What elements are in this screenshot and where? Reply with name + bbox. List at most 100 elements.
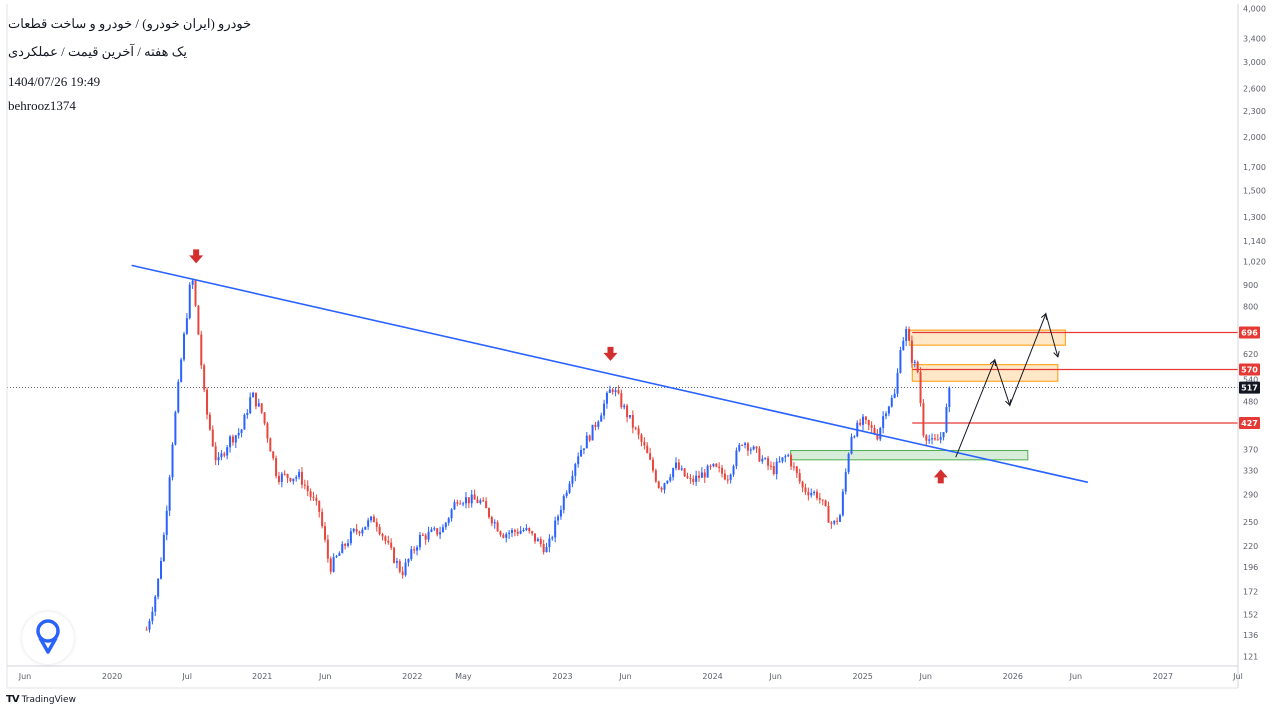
candle-body — [298, 471, 301, 478]
candle-body — [470, 494, 473, 504]
candle-body — [928, 439, 931, 441]
candle-body — [536, 538, 539, 542]
x-axis-ticks[interactable]: Jun 2020 Jul 2021 Jun 2022 May 2023 Jun 2024 Jun 20… — [18, 672, 1243, 681]
candle-body — [841, 491, 844, 516]
candle-body — [459, 503, 462, 505]
resistance-zone — [911, 364, 1059, 382]
candle-body — [810, 493, 813, 496]
x-tick-label: Jun — [918, 672, 932, 681]
candle-body — [280, 473, 283, 482]
candle-body — [165, 510, 168, 535]
candle-body — [815, 491, 818, 499]
candle-body — [887, 406, 890, 414]
candle-body — [441, 527, 444, 533]
trendline[interactable] — [131, 264, 1089, 484]
y-tick-label: 3,400 — [1243, 35, 1266, 44]
x-tick-label: May — [455, 672, 472, 681]
candle-body — [899, 350, 902, 373]
candlesticks — [145, 278, 951, 633]
arrow-down-icon — [603, 346, 618, 361]
candle-body — [275, 458, 278, 477]
last-price-tag — [1239, 381, 1260, 394]
candle-body — [464, 497, 467, 504]
candle-body — [718, 466, 721, 468]
candle-body — [467, 497, 470, 504]
y-tick-label: 152 — [1243, 610, 1258, 619]
pin-icon — [36, 619, 60, 654]
candle-body — [559, 509, 562, 517]
y-tick-label: 1,140 — [1243, 237, 1266, 246]
candle-body — [335, 555, 338, 557]
candle-body — [395, 561, 398, 563]
candle-body — [185, 318, 188, 334]
candle-body — [741, 444, 744, 446]
zones — [790, 329, 1066, 461]
candle-body — [418, 534, 421, 548]
candle-body — [490, 517, 493, 524]
candle-body — [476, 499, 479, 503]
y-tick-label: 540 — [1243, 376, 1258, 385]
candle-body — [597, 421, 600, 427]
candle-body — [948, 387, 951, 408]
level-price-tag — [1239, 363, 1260, 376]
candle-body — [931, 438, 934, 440]
candle-body — [838, 515, 841, 522]
candle-body — [795, 466, 798, 474]
candle-body — [349, 531, 352, 544]
candle-body — [674, 462, 677, 469]
x-tick-label: Jun — [318, 672, 332, 681]
candle-body — [323, 526, 326, 540]
candle-body — [654, 470, 657, 482]
candle-body — [548, 538, 551, 548]
candle-body — [775, 461, 778, 474]
candle-body — [217, 457, 220, 461]
y-tick-label: 290 — [1243, 491, 1258, 500]
candle-body — [807, 491, 810, 496]
candle-body — [531, 531, 534, 534]
candle-body — [905, 328, 908, 341]
candle-body — [479, 500, 482, 503]
candle-body — [672, 468, 675, 478]
candle-body — [473, 494, 476, 500]
candle-body — [850, 436, 853, 454]
x-tick-label: 2024 — [702, 672, 722, 681]
candle-body — [364, 526, 367, 530]
trendline-segment — [131, 264, 1089, 484]
candle-body — [588, 435, 591, 441]
candle-body — [430, 529, 433, 532]
candle-body — [332, 556, 335, 572]
candle-body — [649, 453, 652, 460]
projection-path — [955, 312, 1060, 458]
candle-body — [211, 429, 214, 447]
candle-body — [798, 473, 801, 482]
candle-body — [240, 429, 243, 433]
candle-body — [226, 447, 229, 456]
candle-body — [792, 466, 795, 468]
candle-body — [384, 536, 387, 541]
candle-body — [444, 522, 447, 528]
candle-body — [289, 478, 292, 482]
y-tick-label: 1,300 — [1243, 213, 1266, 222]
candle-body — [628, 415, 631, 418]
candle-body — [703, 472, 706, 478]
candle-body — [867, 419, 870, 426]
y-axis-ticks[interactable]: 4,000 3,400 3,000 2,600 2,300 2,000 1,700 1,500… — [1243, 5, 1266, 662]
candle-body — [680, 468, 683, 470]
y-tick-label: 370 — [1243, 446, 1258, 455]
candle-body — [626, 405, 629, 418]
candle-body — [769, 465, 772, 467]
candle-body — [315, 497, 318, 501]
candle-body — [859, 422, 862, 425]
candle-body — [321, 512, 324, 527]
candle-body — [844, 472, 847, 492]
candle-body — [309, 491, 312, 497]
candle-body — [882, 416, 885, 428]
candle-body — [266, 423, 269, 439]
candle-body — [194, 280, 197, 306]
tradingview-footer[interactable]: TV TradingView — [6, 694, 76, 705]
candle-body — [407, 559, 410, 563]
candle-body — [623, 405, 626, 408]
idea-pin-button[interactable] — [22, 612, 74, 664]
candle-body — [683, 468, 686, 477]
